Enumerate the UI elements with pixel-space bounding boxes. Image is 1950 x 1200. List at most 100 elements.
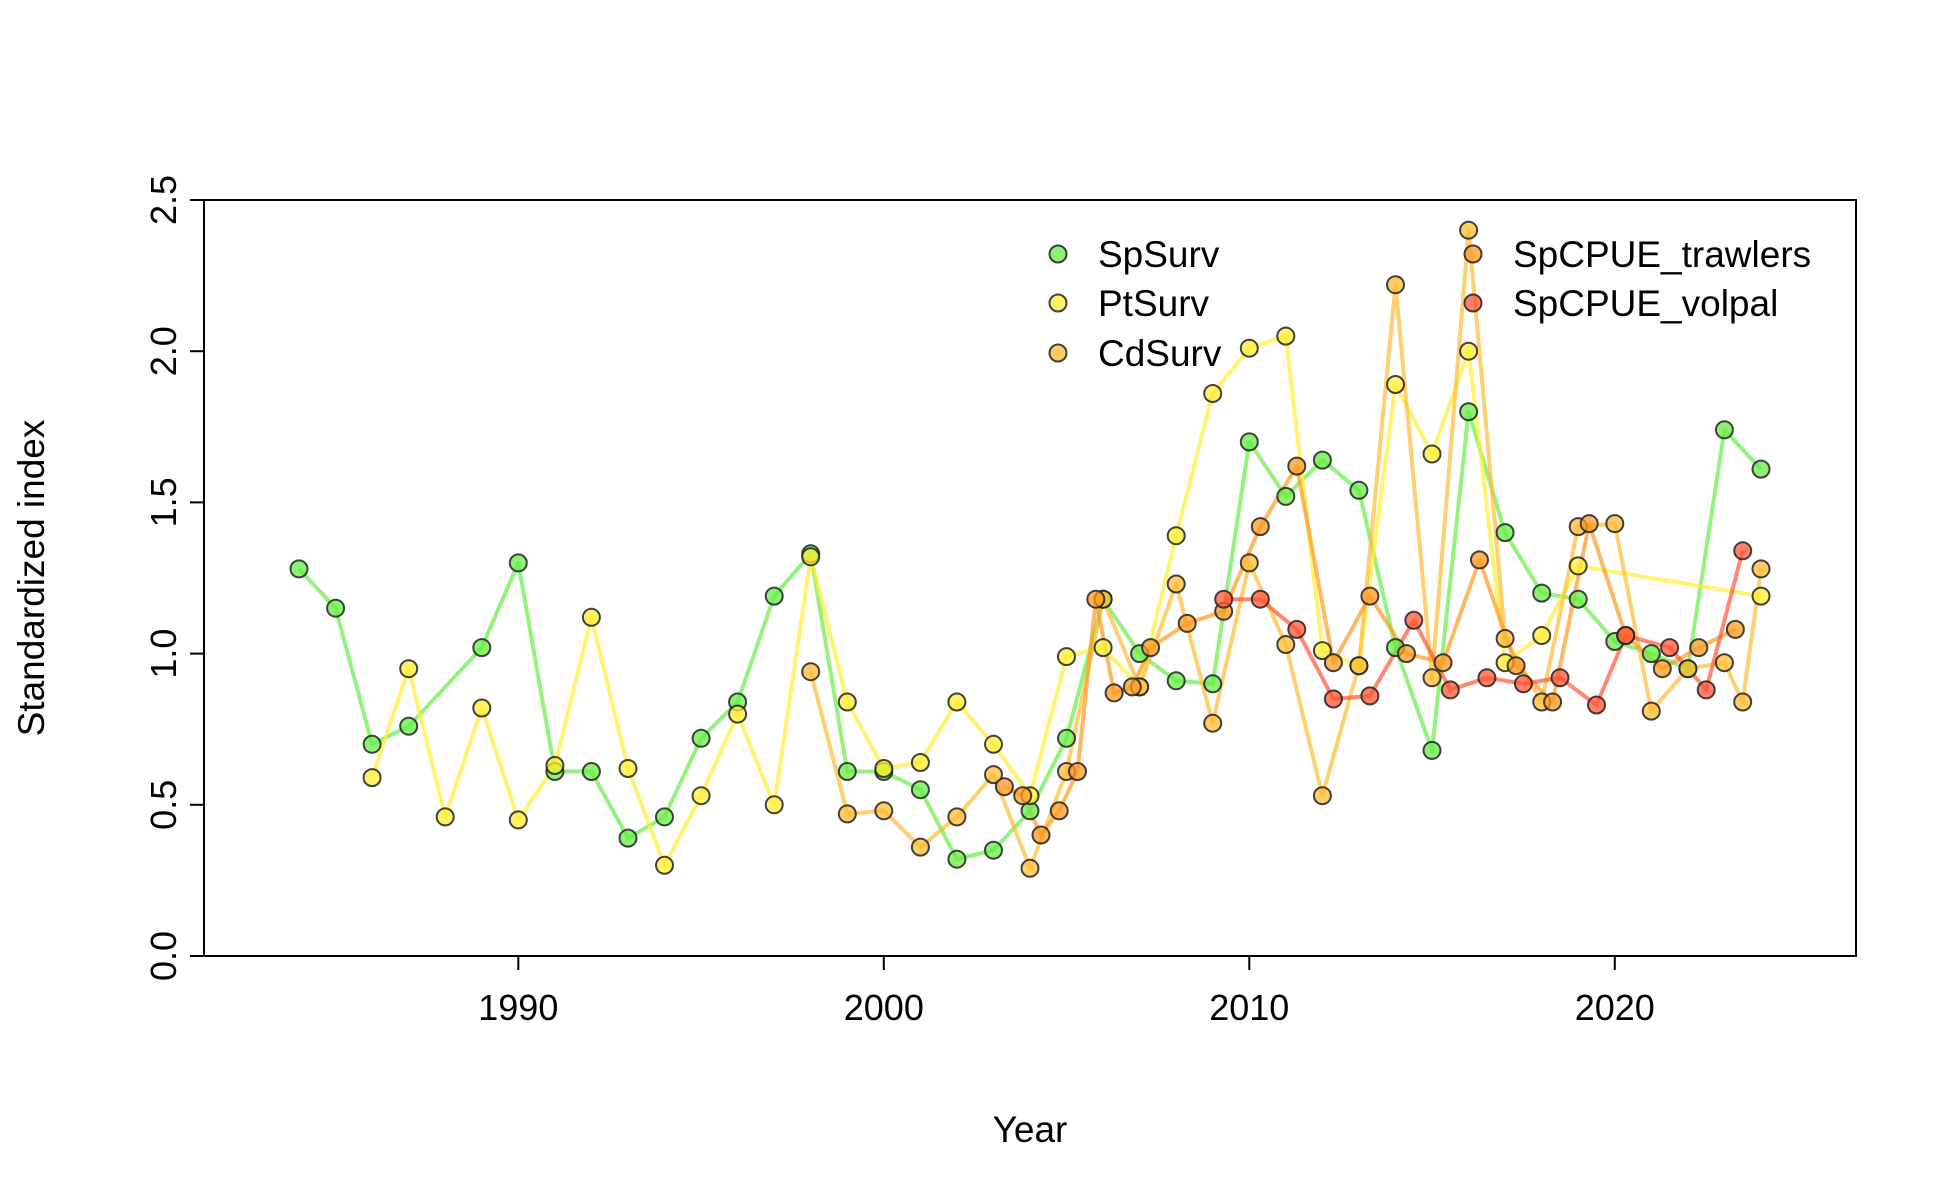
data-point-CdSurv — [1605, 514, 1625, 534]
data-point-SpCPUE_volpal — [1660, 638, 1680, 658]
data-point-SpSurv — [508, 553, 528, 573]
data-point-PtSurv — [691, 786, 711, 806]
data-point-PtSurv — [545, 756, 565, 775]
data-point-PtSurv — [1057, 647, 1076, 667]
y-tick-label: 2.5 — [143, 175, 184, 225]
legend-marker — [1048, 293, 1068, 313]
data-point-PtSurv — [1276, 326, 1296, 346]
data-point-CdSurv — [801, 662, 821, 682]
data-point-PtSurv — [728, 704, 748, 724]
data-point-PtSurv — [1532, 626, 1552, 645]
data-point-SpSurv — [1568, 589, 1588, 609]
y-tick-label: 1.5 — [143, 477, 184, 527]
data-point-PtSurv — [655, 855, 674, 875]
data-point-SpCPUE_trawlers — [1013, 786, 1033, 806]
x-tick-label: 2020 — [1575, 987, 1655, 1028]
y-tick-label: 1.0 — [143, 629, 184, 679]
legend-marker — [1463, 244, 1483, 264]
data-point-SpCPUE_volpal — [1214, 589, 1234, 609]
data-point-PtSurv — [801, 547, 821, 567]
data-point-SpCPUE_trawlers — [1104, 683, 1124, 703]
data-point-SpSurv — [947, 849, 967, 869]
data-point-SpCPUE_trawlers — [1579, 514, 1599, 534]
data-point-SpSurv — [691, 728, 711, 748]
data-point-SpSurv — [1057, 728, 1076, 748]
data-point-PtSurv — [874, 759, 894, 778]
data-point-PtSurv — [1093, 638, 1113, 658]
legend-label: SpCPUE_trawlers — [1513, 234, 1811, 275]
series-lines — [297, 228, 1763, 871]
data-point-PtSurv — [1203, 384, 1223, 403]
data-point-PtSurv — [618, 759, 638, 778]
data-point-SpCPUE_volpal — [1733, 541, 1753, 561]
data-point-CdSurv — [984, 765, 1003, 785]
data-point-SpCPUE_trawlers — [1360, 586, 1380, 606]
data-point-PtSurv — [508, 810, 528, 830]
data-point-SpCPUE_volpal — [1513, 674, 1533, 694]
data-point-SpSurv — [399, 716, 419, 736]
data-point-SpSurv — [1203, 674, 1223, 694]
data-point-SpSurv — [984, 840, 1003, 860]
data-point-PtSurv — [1459, 341, 1479, 361]
data-point-PtSurv — [472, 698, 492, 718]
data-point-SpCPUE_volpal — [1404, 610, 1424, 630]
data-point-SpCPUE_trawlers — [1323, 653, 1343, 673]
data-point-SpCPUE_volpal — [1323, 689, 1343, 709]
data-point-CdSurv — [1641, 701, 1661, 721]
data-point-CdSurv — [910, 837, 930, 857]
data-point-CdSurv — [1422, 668, 1442, 688]
data-point-PtSurv — [947, 692, 967, 712]
x-tick-label: 2010 — [1209, 987, 1289, 1028]
data-point-CdSurv — [1239, 553, 1259, 573]
data-point-PtSurv — [1386, 375, 1405, 394]
data-point-SpSurv — [1239, 432, 1259, 452]
data-point-CdSurv — [1733, 692, 1753, 712]
y-tick-label: 0.5 — [143, 780, 184, 830]
data-point-SpCPUE_trawlers — [1049, 801, 1069, 821]
data-point-PtSurv — [910, 753, 930, 772]
data-point-PtSurv — [1568, 556, 1588, 576]
data-point-SpSurv — [655, 807, 674, 827]
data-point-SpSurv — [581, 762, 601, 781]
data-point-PtSurv — [362, 768, 382, 788]
data-point-SpSurv — [837, 762, 857, 781]
data-point-PtSurv — [581, 607, 601, 627]
data-point-SpSurv — [1751, 459, 1771, 479]
data-point-CdSurv — [874, 801, 894, 821]
data-point-SpCPUE_trawlers — [1397, 644, 1416, 664]
series-points — [289, 220, 1771, 878]
data-point-CdSurv — [1495, 629, 1515, 648]
data-point-CdSurv — [1459, 220, 1479, 240]
data-point-SpSurv — [1714, 420, 1734, 440]
x-tick-label: 1990 — [478, 987, 558, 1028]
data-point-SpCPUE_trawlers — [1543, 692, 1563, 712]
y-axis: 0.0 0.5 1.0 1.5 2.0 2.5 — [143, 175, 204, 981]
data-point-PtSurv — [1239, 338, 1259, 358]
data-point-SpCPUE_volpal — [1440, 680, 1460, 700]
data-point-CdSurv — [1276, 635, 1296, 654]
data-point-SpCPUE_trawlers — [1141, 638, 1161, 658]
data-point-CdSurv — [1714, 653, 1734, 673]
data-point-SpCPUE_trawlers — [1725, 619, 1745, 639]
data-point-SpSurv — [1422, 740, 1442, 760]
data-point-SpCPUE_trawlers — [1031, 825, 1051, 845]
data-point-CdSurv — [947, 807, 967, 827]
legend-label: PtSurv — [1098, 283, 1210, 324]
data-point-SpCPUE_volpal — [1360, 686, 1380, 706]
data-point-SpCPUE_volpal — [1477, 668, 1497, 688]
x-tick-label: 2000 — [844, 987, 924, 1028]
data-point-SpCPUE_volpal — [1587, 695, 1606, 715]
data-point-SpSurv — [1349, 480, 1369, 500]
data-point-CdSurv — [1678, 659, 1698, 679]
y-axis-label: Standardized index — [11, 419, 52, 736]
data-point-SpSurv — [1276, 486, 1296, 506]
data-point-CdSurv — [1166, 574, 1186, 594]
data-point-CdSurv — [1349, 656, 1369, 676]
data-point-SpCPUE_trawlers — [1689, 638, 1709, 658]
data-point-SpCPUE_trawlers — [1287, 456, 1307, 476]
data-point-PtSurv — [764, 795, 784, 815]
data-point-SpSurv — [1312, 450, 1332, 470]
data-point-SpSurv — [326, 598, 346, 618]
data-point-SpCPUE_trawlers — [1068, 762, 1087, 781]
